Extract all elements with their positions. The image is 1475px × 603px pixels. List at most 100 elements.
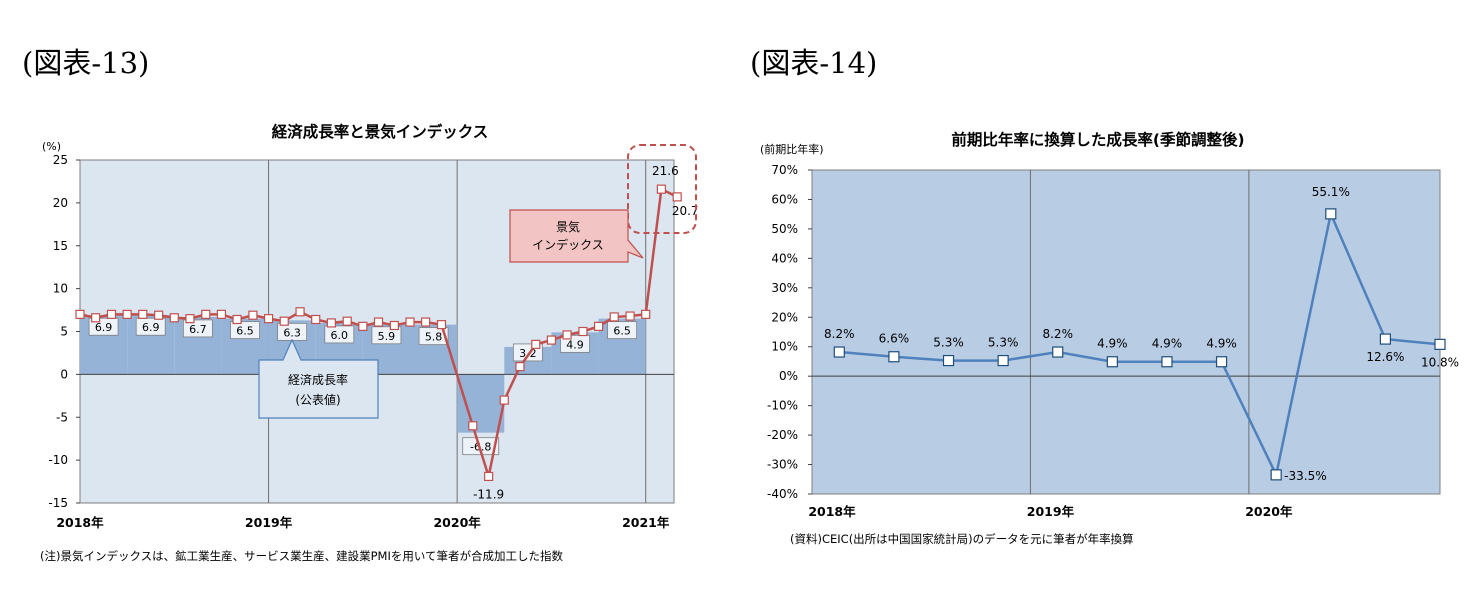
- chart-13-x-tick-label: 2018年: [56, 515, 104, 530]
- chart-13-index-point: [562, 330, 572, 340]
- chart-13-y-tick-label: -15: [48, 496, 68, 510]
- chart-13-index-point: [436, 320, 447, 330]
- chart-14-x-tick-label: 2019年: [1027, 504, 1075, 519]
- figure-14-note: (資料)CEIC(出所は中国国家統計局)のデータを元に筆者が年率換算: [790, 532, 1134, 546]
- chart-13-index-point: [625, 311, 635, 321]
- chart-14-y-tick-label: 10%: [771, 340, 798, 354]
- chart-13-area-label-box: [135, 317, 166, 336]
- figure-14-caption: (図表-14): [750, 46, 878, 80]
- chart-14-point: [888, 351, 900, 363]
- chart-14-data-label: 4.9%: [1097, 337, 1128, 351]
- chart-13-index-point: [106, 309, 117, 319]
- chart-13-y-tick-label: 0: [60, 367, 68, 381]
- chart-13-index-point: [531, 339, 541, 349]
- chart-13-area-label-box: [607, 321, 638, 340]
- chart-14-point: [1161, 356, 1173, 368]
- chart-13-area-label: 4.9: [566, 338, 584, 351]
- chart-14-y-tick-label: -10%: [767, 399, 798, 413]
- chart-13-area-label: 6.5: [236, 325, 254, 338]
- chart-14-data-label: 8.2%: [824, 327, 855, 341]
- chart-14-data-label: 5.3%: [988, 336, 1019, 350]
- chart-14-point: [942, 354, 955, 367]
- chart-13-y-tick-label: -10: [48, 453, 68, 467]
- figure-13-note: (注)景気インデックスは、鉱工業生産、サービス業生産、建設業PMIを用いて筆者が…: [40, 549, 564, 563]
- chart-14-y-tick-label: -30%: [767, 458, 798, 472]
- chart-13-x-tick-label: 2019年: [245, 515, 293, 530]
- chart-13-area-bar: [457, 374, 505, 433]
- chart-14-point: [1052, 346, 1064, 358]
- chart-14-y-tick-label: 60%: [771, 192, 798, 206]
- chart-14-point: [1325, 208, 1337, 220]
- chart-13-index-point: [499, 395, 509, 405]
- chart-14-x-tick-label: 2020年: [1245, 504, 1293, 519]
- chart-13-area-label-box: [182, 319, 213, 338]
- chart-14-point: [1270, 469, 1282, 481]
- chart-13: 経済成長率と景気インデックス (%) -15 -10 -5 0 5 10 15 20 25 2018年…: [42, 122, 699, 530]
- chart-13-x-tick-label: 2020年: [433, 515, 481, 530]
- chart-13-y-tick-label: 10: [53, 282, 68, 296]
- chart-14-point: [1215, 356, 1228, 368]
- chart-13-index-point: [484, 471, 494, 482]
- chart-13-index-point: [609, 312, 619, 322]
- chart-13-highlight-box: [627, 144, 697, 234]
- chart-13-growth-callout-line1: 経済成長率: [288, 372, 348, 387]
- chart-13-index-point: [672, 192, 682, 202]
- chart-13-title: 経済成長率と景気インデックス: [272, 122, 489, 141]
- chart-13-index-point: [75, 309, 85, 319]
- chart-13-index-callout-line1: 景気: [556, 219, 580, 234]
- chart-13-y-tick-label: 5: [60, 325, 68, 339]
- chart-13-index-point: [248, 310, 258, 320]
- chart-13-index-point: [593, 321, 604, 331]
- chart-14-y-tick-label: -20%: [767, 428, 798, 442]
- chart-13-index-point: [154, 310, 164, 320]
- chart-14-point: [997, 354, 1009, 367]
- chart-13-index-point: [91, 313, 101, 323]
- chart-13-x-tick-label: 2021年: [622, 515, 670, 530]
- chart-13-y-tick-label: 15: [53, 239, 68, 253]
- chart-13-area-label-box: [230, 321, 260, 340]
- chart-13-area-label: 6.9: [95, 321, 113, 334]
- chart-13-index-point: [201, 309, 211, 319]
- chart-14-y-tick-label: 20%: [771, 310, 798, 324]
- chart-13-area-label-box: [371, 326, 402, 345]
- chart-14-y-tick-label: -40%: [767, 487, 798, 501]
- chart-13-growth-callout-line2: (公表値): [295, 392, 340, 407]
- chart-13-index-point: [169, 313, 179, 323]
- chart-13-index-point: [342, 316, 352, 326]
- chart-14-data-label: 4.9%: [1152, 337, 1183, 351]
- chart-13-index-point: [405, 317, 415, 327]
- chart-13-index-callout-line2: インデックス: [532, 237, 604, 252]
- chart-14-point: [833, 346, 845, 358]
- chart-14-point: [1379, 333, 1391, 345]
- chart-13-index-point: [295, 307, 305, 317]
- chart-13-area-label-box: [418, 327, 449, 346]
- chart-13-index-point: [641, 309, 651, 319]
- chart-13-index-point: [358, 321, 368, 331]
- chart-14-y-unit: (前期比年率): [760, 142, 824, 156]
- chart-14-y-tick-label: 0%: [779, 369, 798, 383]
- chart-14-line: [839, 209, 1441, 479]
- chart-14-data-label: 5.3%: [933, 336, 964, 350]
- chart-14-data-label: 55.1%: [1312, 185, 1350, 199]
- chart-13-area-label-box: [560, 334, 590, 353]
- chart-14-y-tick-label: 50%: [771, 222, 798, 236]
- chart-13-area-label: 6.3: [283, 326, 301, 339]
- chart-13-index-point: [216, 309, 227, 319]
- chart-13-index-callout: [509, 209, 644, 263]
- chart-13-index-point: [373, 317, 384, 327]
- chart-14-data-label: 6.6%: [879, 332, 910, 346]
- chart-13-index-point: [185, 314, 195, 324]
- chart-14-data-label: 10.8%: [1421, 355, 1459, 369]
- chart-13-index-label: 20.7: [672, 204, 699, 218]
- chart-13-index-point: [138, 309, 148, 319]
- chart-14: 前期比年率に換算した成長率(季節調整後) (前期比年率) -40% -30% -20% -…: [760, 130, 1459, 519]
- chart-13-index-label: 21.6: [652, 164, 679, 178]
- chart-13-y-tick-label: -5: [56, 410, 68, 424]
- chart-13-index-point: [546, 335, 557, 345]
- figure-13-caption: (図表-13): [22, 46, 150, 80]
- chart-13-y-tick-label: 20: [53, 196, 68, 210]
- chart-13-index-point: [656, 184, 666, 194]
- chart-14-data-label: -33.5%: [1284, 469, 1326, 483]
- chart-14-y-tick-label: 40%: [771, 251, 798, 265]
- chart-14-point: [1434, 338, 1446, 350]
